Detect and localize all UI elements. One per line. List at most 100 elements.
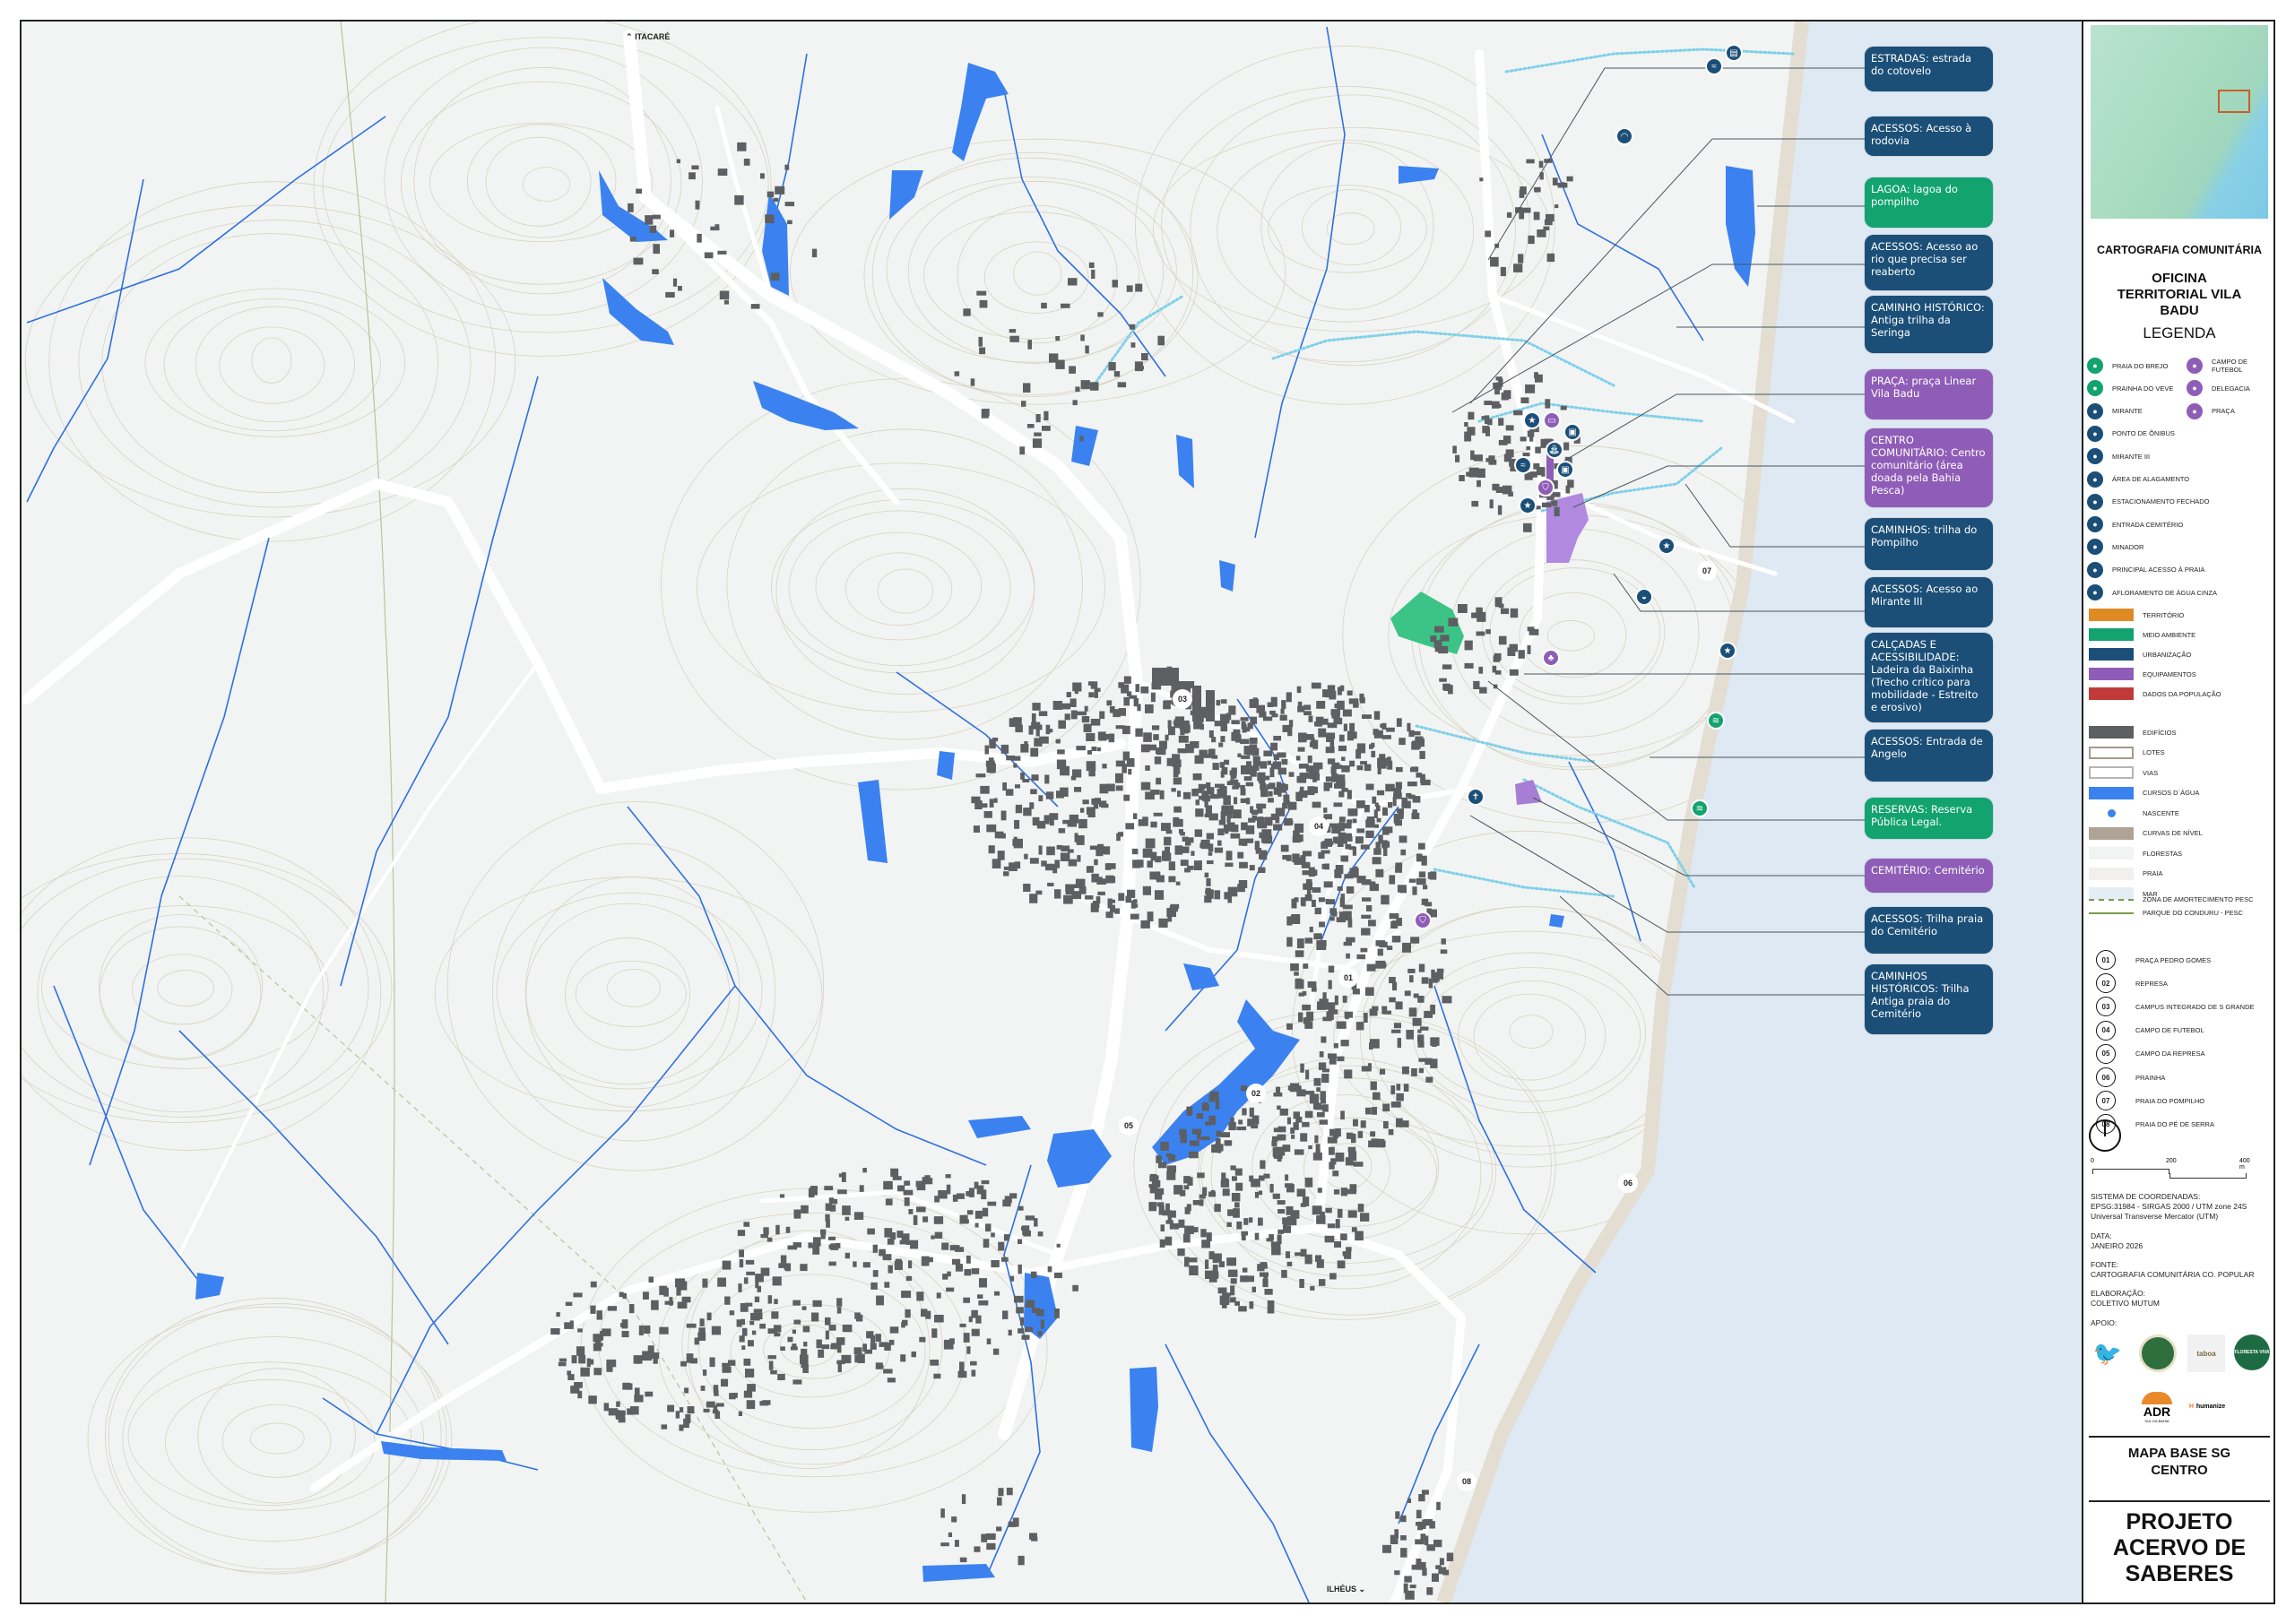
building	[826, 1219, 830, 1228]
building	[1001, 1257, 1009, 1262]
building	[1566, 176, 1573, 182]
building	[1509, 669, 1519, 676]
building	[1328, 1009, 1338, 1015]
callout-equipamentos[interactable]: CENTRO COMUNITÁRIO: Centro comunitário (…	[1865, 428, 1993, 507]
place-number-05[interactable]: 05	[1119, 1116, 1139, 1136]
building	[1340, 1110, 1345, 1120]
bus-stop-marker-2[interactable]: ▣	[1556, 461, 1574, 479]
building	[1070, 698, 1077, 707]
building	[973, 825, 980, 833]
building	[1080, 808, 1085, 813]
soccer-field-marker[interactable]: ▭	[1543, 411, 1561, 429]
south-direction-label: ILHÉUS ⌄	[1327, 1585, 1366, 1594]
building	[1128, 768, 1132, 775]
callout-equipamentos[interactable]: CEMITÉRIO: Cemitério	[1865, 859, 1993, 893]
building	[1540, 438, 1548, 448]
building	[1009, 329, 1017, 333]
building	[1337, 1056, 1345, 1062]
building	[628, 1304, 635, 1314]
beach-access-marker[interactable]: ≈	[1705, 57, 1723, 75]
cemetery-entrance-marker[interactable]: ✝	[1467, 788, 1485, 806]
square-marker[interactable]: ♣	[1542, 649, 1560, 667]
building	[1114, 908, 1120, 914]
callout-urbanizacao[interactable]: CALÇADAS E ACESSIBILIDADE: Ladeira da Ba…	[1865, 633, 1993, 722]
place-number-04[interactable]: 04	[1309, 816, 1329, 836]
building	[653, 244, 660, 255]
building	[1208, 851, 1213, 856]
place-number-07[interactable]: 07	[1697, 561, 1717, 581]
building	[1300, 1248, 1307, 1257]
building	[1132, 860, 1141, 868]
building	[1330, 709, 1340, 716]
contour-line	[78, 220, 472, 508]
contour-line	[127, 1361, 411, 1511]
contour-line	[122, 1336, 424, 1542]
minador-marker-2[interactable]: ★	[1519, 497, 1537, 514]
callout-urbanizacao[interactable]: CAMINHOS: trilha do Pompilho	[1865, 518, 1993, 570]
callout-urbanizacao[interactable]: CAMINHOS HISTÓRICOS: Trilha Antiga praia…	[1865, 964, 1993, 1034]
callout-meio-ambiente[interactable]: RESERVAS: Reserva Pública Legal.	[1865, 798, 1993, 839]
building	[1140, 920, 1150, 929]
building	[630, 1406, 639, 1415]
contour-line	[983, 241, 1089, 314]
place-number-02[interactable]: 02	[1246, 1084, 1266, 1103]
building	[1320, 1091, 1326, 1101]
legend-layer-item: PRAIA	[2089, 867, 2163, 880]
flood-area-marker[interactable]: ≈	[1514, 456, 1532, 474]
building	[844, 1327, 852, 1333]
police-marker-2[interactable]: ⛉	[1414, 911, 1432, 929]
minador-marker-4[interactable]: ★	[1719, 642, 1736, 660]
building	[1227, 894, 1233, 903]
building	[971, 1309, 978, 1318]
building	[905, 1275, 913, 1282]
police-marker[interactable]: ⛉	[1537, 479, 1555, 497]
greywater-marker[interactable]: ⛲	[1546, 441, 1563, 459]
place-number-06[interactable]: 06	[1618, 1173, 1638, 1193]
callout-urbanizacao[interactable]: ACESSOS: Acesso à rodovia	[1865, 117, 1993, 156]
building	[787, 220, 792, 225]
building	[1220, 1132, 1230, 1137]
minador-marker[interactable]: ★	[1523, 411, 1541, 429]
building	[1433, 972, 1443, 980]
building	[1208, 1251, 1215, 1260]
place-number-08[interactable]: 08	[1457, 1472, 1477, 1491]
callout-meio-ambiente[interactable]: LAGOA: lagoa do pompilho	[1865, 177, 1993, 228]
callout-urbanizacao[interactable]: ACESSOS: Acesso ao Mirante III	[1865, 577, 1993, 627]
cemetery-icon: ●	[2087, 516, 2103, 533]
callout-equipamentos[interactable]: PRAÇA: praça Linear Vila Badu	[1865, 369, 1993, 419]
place-number-01[interactable]: 01	[1338, 968, 1358, 988]
contour-line	[698, 1274, 926, 1430]
callout-leader-lines	[1451, 67, 1865, 996]
small-beach-marker[interactable]: ≋	[1691, 799, 1709, 817]
building	[1336, 917, 1346, 923]
callout-urbanizacao[interactable]: ESTRADAS: estrada do cotovelo	[1865, 47, 1993, 91]
beach-marker[interactable]: ≋	[1707, 712, 1725, 730]
building	[1214, 1204, 1221, 1213]
building	[1027, 340, 1032, 350]
callout-urbanizacao[interactable]: ACESSOS: Acesso ao rio que precisa ser r…	[1865, 235, 1993, 290]
building	[836, 1307, 842, 1314]
building	[844, 1252, 850, 1259]
beach-access-icon: ●	[2087, 561, 2103, 578]
place-number-03[interactable]: 03	[1173, 689, 1192, 709]
building	[759, 1323, 766, 1329]
callout-urbanizacao[interactable]: ACESSOS: Entrada de Angelo	[1865, 730, 1993, 782]
building	[816, 1339, 822, 1349]
minador-marker-3[interactable]: ★	[1658, 537, 1676, 555]
building	[1155, 747, 1165, 755]
building	[1314, 721, 1322, 727]
building	[1142, 885, 1151, 895]
viewpoint-iii-marker[interactable]: ◒	[1635, 588, 1653, 606]
building	[996, 1526, 1002, 1532]
bus-stop-marker[interactable]: ▣	[1563, 423, 1581, 441]
building	[800, 1264, 808, 1272]
building	[1385, 783, 1395, 792]
contour-line	[1251, 1094, 1439, 1240]
viewpoint-marker[interactable]: ◠	[1615, 127, 1633, 145]
building	[1295, 979, 1304, 989]
building	[1420, 779, 1431, 786]
map-canvas[interactable]: ⌃ ITACARÉ ILHÉUS ⌄ 03 04 01 02 05 06 07 …	[22, 22, 2082, 1602]
parking-marker[interactable]: ▤	[1725, 44, 1743, 62]
callout-urbanizacao[interactable]: ACESSOS: Trilha praia do Cemitério	[1865, 907, 1993, 954]
callout-urbanizacao[interactable]: CAMINHO HISTÓRICO: Antiga trilha da Seri…	[1865, 296, 1993, 353]
